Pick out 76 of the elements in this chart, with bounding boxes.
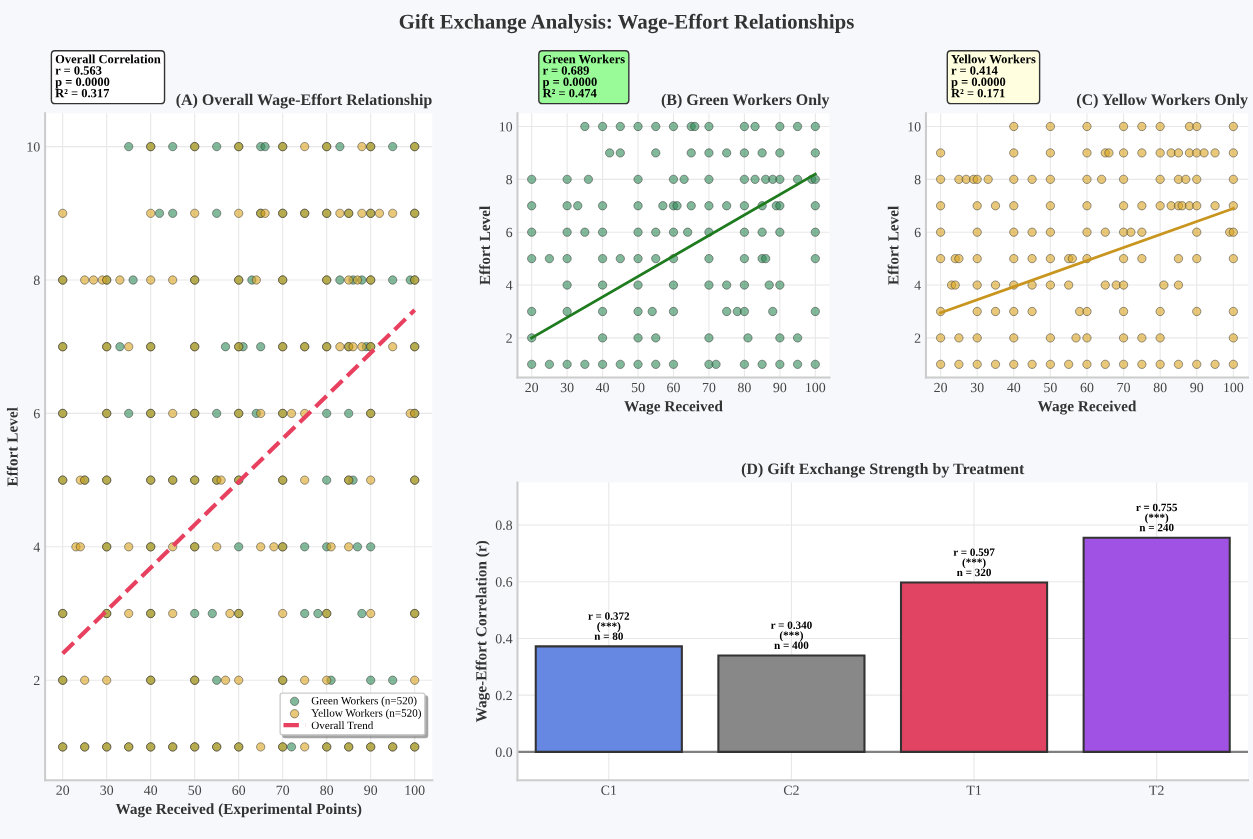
bar (534, 645, 683, 753)
x-axis-title: Wage Received (1037, 400, 1137, 415)
y-tick-label: 8 (506, 174, 513, 185)
legend-label: Green Workers (n=520) (311, 696, 417, 707)
y-tick-label: 8 (914, 174, 921, 185)
x-tick-label: 50 (1044, 382, 1057, 393)
y-tick-label: 10 (499, 122, 513, 132)
y-tick-label: 4 (505, 280, 513, 290)
x-tick-label: 90 (773, 382, 787, 393)
y-axis-title: Wage-Effort Correlation (r) (475, 540, 490, 723)
x-tick-label: 20 (525, 382, 539, 393)
x-tick-label: 60 (667, 382, 680, 393)
y-tick-label: 8 (33, 275, 40, 285)
x-tick-label: 40 (595, 382, 609, 393)
x-tick-label: 20 (56, 785, 70, 795)
x-tick-label: T2 (1149, 785, 1164, 795)
x-tick-label: 40 (144, 785, 158, 795)
x-tick-label: 60 (1080, 382, 1094, 393)
y-tick-label: 0.4 (495, 634, 513, 644)
text: Green Workers r = 0.689 p = 0.0000 R² = 0.474 (542, 54, 625, 98)
x-tick-label: 50 (188, 785, 202, 795)
x-tick-label: 30 (970, 382, 984, 393)
y-tick-label: 0.0 (495, 747, 513, 757)
x-tick-label: 70 (1117, 382, 1130, 393)
y-tick-label: 0.2 (495, 690, 512, 701)
y-tick-label: 2 (33, 675, 40, 686)
legend-label: Overall Trend (311, 721, 374, 730)
x-tick-label: 50 (631, 382, 645, 393)
y-tick-label: 6 (914, 227, 921, 238)
x-tick-label: C2 (783, 785, 799, 795)
data-label: r = 0.755 (***) n = 240 (1136, 503, 1178, 532)
y-tick-label: 6 (33, 409, 40, 419)
x-tick-label: 90 (1190, 382, 1204, 393)
x-tick-label: 70 (276, 785, 290, 795)
x-tick-label: 30 (100, 785, 114, 795)
y-axis-title: Effort Level (6, 407, 18, 487)
y-tick-label: 0.6 (495, 577, 513, 587)
x-axis-title: Wage Received (624, 400, 723, 415)
x-tick-label: 100 (405, 785, 425, 795)
legend-label: Yellow Workers (n=520) (311, 708, 421, 719)
x-axis-title: Wage Received (Experimental Points) (115, 803, 362, 818)
y-tick-label: 10 (908, 122, 921, 132)
x-tick-label: 20 (934, 382, 948, 393)
x-tick-label: 80 (320, 785, 334, 795)
y-tick-label: 4 (914, 280, 921, 290)
x-tick-label: T1 (966, 785, 981, 795)
y-tick-label: 2 (914, 333, 921, 343)
x-tick-label: 90 (364, 785, 378, 795)
y-tick-label: 4 (33, 542, 41, 552)
x-tick-label: 30 (560, 382, 574, 393)
y-tick-label: 2 (506, 333, 512, 343)
chart-title: (A) Overall Wage-Effort Relationship (176, 93, 432, 109)
x-tick-label: 70 (702, 382, 716, 393)
y-tick-label: 0.8 (495, 520, 513, 530)
text: Overall Correlation r = 0.563 p = 0.0000 R² = 0.317 (55, 54, 161, 98)
text: Gift Exchange Analysis: Wage-Effort Relationships (399, 13, 854, 34)
x-tick-label: C1 (601, 785, 617, 795)
x-tick-label: 60 (232, 785, 246, 795)
y-axis-title: Effort Level (479, 206, 491, 285)
data-label: r = 0.597 (***) n = 320 (953, 548, 995, 577)
x-tick-label: 100 (806, 382, 826, 393)
x-tick-label: 100 (1224, 382, 1244, 393)
text: Yellow Workers r = 0.414 p = 0.0000 R² = 0.171 (951, 54, 1036, 98)
data-label: r = 0.372 (***) n = 80 (588, 612, 630, 640)
chart-title: (C) Yellow Workers Only (1077, 93, 1248, 109)
y-tick-label: 10 (27, 142, 40, 152)
x-tick-label: 80 (1153, 382, 1167, 393)
bar (899, 581, 1049, 753)
y-tick-label: 6 (506, 227, 513, 238)
data-label: r = 0.340 (***) n = 400 (770, 621, 812, 650)
bar (1082, 536, 1231, 753)
x-tick-label: 80 (737, 382, 751, 393)
chart-title: (D) Gift Exchange Strength by Treatment (741, 462, 1025, 478)
chart-title: (B) Green Workers Only (661, 93, 830, 109)
y-axis-title: Effort Level (887, 206, 899, 285)
x-tick-label: 40 (1007, 382, 1021, 393)
